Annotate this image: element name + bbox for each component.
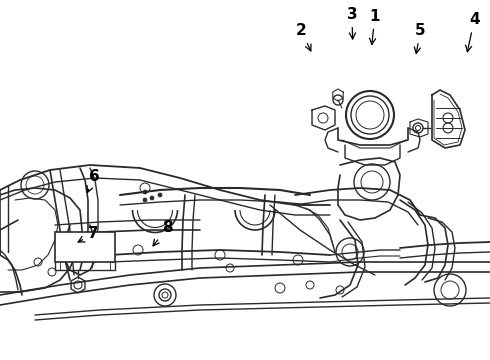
Text: 5: 5 (415, 23, 426, 54)
Circle shape (143, 198, 147, 202)
Text: 1: 1 (369, 9, 380, 44)
Circle shape (158, 193, 162, 197)
Circle shape (150, 196, 154, 200)
Text: 2: 2 (296, 23, 311, 51)
Bar (55, 232, 115, 262)
Text: 7: 7 (78, 226, 98, 242)
Text: 6: 6 (87, 169, 100, 192)
Text: 4: 4 (466, 12, 480, 52)
Circle shape (143, 190, 147, 194)
Text: 3: 3 (346, 7, 357, 39)
Text: 8: 8 (153, 220, 173, 246)
